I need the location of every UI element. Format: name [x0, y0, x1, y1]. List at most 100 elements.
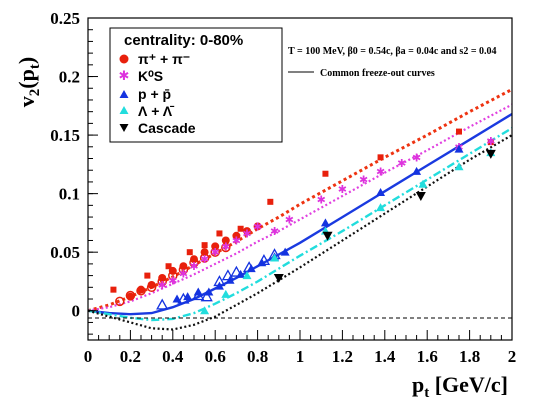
- point-s1-13: [253, 222, 262, 231]
- point-s2-6: [168, 270, 178, 281]
- curve-4: [87, 127, 513, 322]
- y-tick-label: 0.25: [50, 9, 80, 28]
- point-s4-14: ✱: [338, 183, 347, 196]
- y-tick-label: 0.05: [50, 243, 80, 262]
- point-s7-3: [242, 271, 252, 280]
- parameters-annotation: T = 100 MeV, β0 = 0.54c, βa = 0.04c and …: [288, 46, 497, 57]
- y-tick-label: 0.15: [50, 126, 80, 145]
- point-s2-1: [115, 296, 125, 307]
- point-s3-2: [144, 272, 151, 279]
- point-s4-11: ✱: [270, 225, 279, 238]
- point-s4-2: ✱: [168, 274, 177, 287]
- legend-marker-cascade: [119, 124, 129, 132]
- point-s3-12: [487, 139, 494, 146]
- point-s7-1: [200, 306, 210, 315]
- point-s4-16: ✱: [376, 165, 385, 178]
- point-s4-7: ✱: [221, 240, 230, 253]
- point-s5-15: [454, 144, 464, 153]
- point-s2-5: [157, 276, 167, 287]
- point-s3-3: [165, 263, 172, 270]
- x-tick-label: 1.8: [459, 347, 480, 366]
- point-s2-11: [221, 242, 231, 253]
- point-s4-15: ✱: [359, 174, 368, 187]
- point-s4-12: ✱: [285, 213, 294, 226]
- point-s7-4: [270, 253, 280, 262]
- point-s3-8: [267, 198, 274, 205]
- point-s4-9: ✱: [242, 227, 251, 240]
- point-s5-13: [376, 187, 386, 196]
- legend-marker-pion: [119, 54, 129, 64]
- curve-legend-label: Common freeze-out curves: [320, 68, 435, 79]
- legend-title: centrality: 0-80%: [124, 32, 243, 49]
- data-points: ✱✱✱✱✱✱✱✱✱✱✱✱✱✱✱✱✱✱✱✱: [110, 128, 496, 315]
- point-s3-9: [322, 170, 329, 177]
- legend-box: [109, 27, 283, 143]
- point-s6-3: [192, 289, 205, 301]
- point-s8-4: [485, 149, 496, 159]
- x-tick-label: 1.6: [417, 347, 438, 366]
- point-s3-11: [456, 128, 462, 135]
- point-s2-9: [199, 253, 210, 263]
- point-s4-18: ✱: [412, 151, 421, 164]
- point-s5-12: [320, 218, 330, 227]
- x-tick-label: 1.4: [374, 347, 396, 366]
- point-s3-6: [216, 230, 223, 237]
- y-tick-label: 0.2: [59, 68, 80, 87]
- point-s2-7: [178, 264, 189, 275]
- point-s3-10: [377, 154, 384, 161]
- point-s4-13: ✱: [317, 193, 326, 206]
- x-tick-label: 2: [508, 347, 517, 366]
- point-s8-2: [322, 231, 333, 241]
- point-s4-1: ✱: [158, 279, 167, 292]
- point-s6-2: [177, 292, 190, 304]
- point-s4-3: ✱: [179, 267, 188, 280]
- x-tick-label: 0.2: [120, 347, 141, 366]
- point-s6-6: [221, 269, 235, 281]
- point-s4-20: ✱: [486, 135, 495, 148]
- point-s6-1: [156, 298, 169, 310]
- x-tick-label: 1.2: [332, 347, 353, 366]
- point-s4-10: ✱: [253, 220, 262, 233]
- point-s1-11: [232, 231, 241, 240]
- point-s2-10: [210, 247, 220, 257]
- x-tick-label: 0.4: [162, 347, 184, 366]
- x-axis: 0 0.2 0.4 0.6 0.8 1 1.2 1.4 1.6 1.8 2: [84, 330, 517, 366]
- curve-5: [87, 134, 513, 331]
- point-s4-17: ✱: [397, 157, 406, 170]
- point-s6-7: [230, 265, 243, 277]
- y-tick-label: 0.1: [59, 185, 80, 204]
- point-s2-8: [189, 257, 199, 268]
- point-s6-5: [213, 275, 226, 287]
- point-s4-8: ✱: [232, 234, 241, 247]
- point-s1-3: [147, 280, 156, 289]
- curve-2: [87, 103, 513, 312]
- point-s3-5: [201, 242, 208, 249]
- legend: centrality: 0-80% π⁺ + π⁻ ✱ K⁰S p + p̄ Λ…: [109, 27, 283, 143]
- point-s1-12: [243, 227, 251, 236]
- x-tick-label: 0: [84, 347, 93, 366]
- point-s7-2: [221, 289, 231, 298]
- point-s5-11: [280, 247, 290, 256]
- point-s3-4: [186, 249, 193, 256]
- legend-label-kaon: K⁰S: [138, 68, 163, 84]
- legend-label-lambda: Λ + Λ̄: [138, 103, 175, 119]
- x-axis-title: pt [GeV/c]: [412, 372, 508, 401]
- point-s7-7: [418, 179, 428, 188]
- point-s2-2: [125, 290, 136, 301]
- point-s5-4: [204, 287, 214, 296]
- y-tick-label: 0: [72, 302, 81, 321]
- y-axis: 0 0.05 0.1 0.15 0.2 0.25: [50, 9, 98, 335]
- legend-label-pion: π⁺ + π⁻: [138, 51, 190, 67]
- x-tick-label: 0.6: [205, 347, 226, 366]
- point-s5-14: [412, 166, 422, 175]
- point-s8-3: [415, 191, 426, 201]
- y-axis-title: v2(pt): [14, 57, 43, 107]
- point-s6-8: [243, 261, 256, 273]
- point-s1-10: [221, 236, 230, 245]
- point-s3-7: [237, 225, 244, 232]
- point-s4-6: ✱: [211, 246, 220, 259]
- point-s7-8: [454, 162, 464, 171]
- point-s2-3: [136, 286, 146, 296]
- x-tick-label: 1: [296, 347, 305, 366]
- point-s2-4: [146, 282, 157, 293]
